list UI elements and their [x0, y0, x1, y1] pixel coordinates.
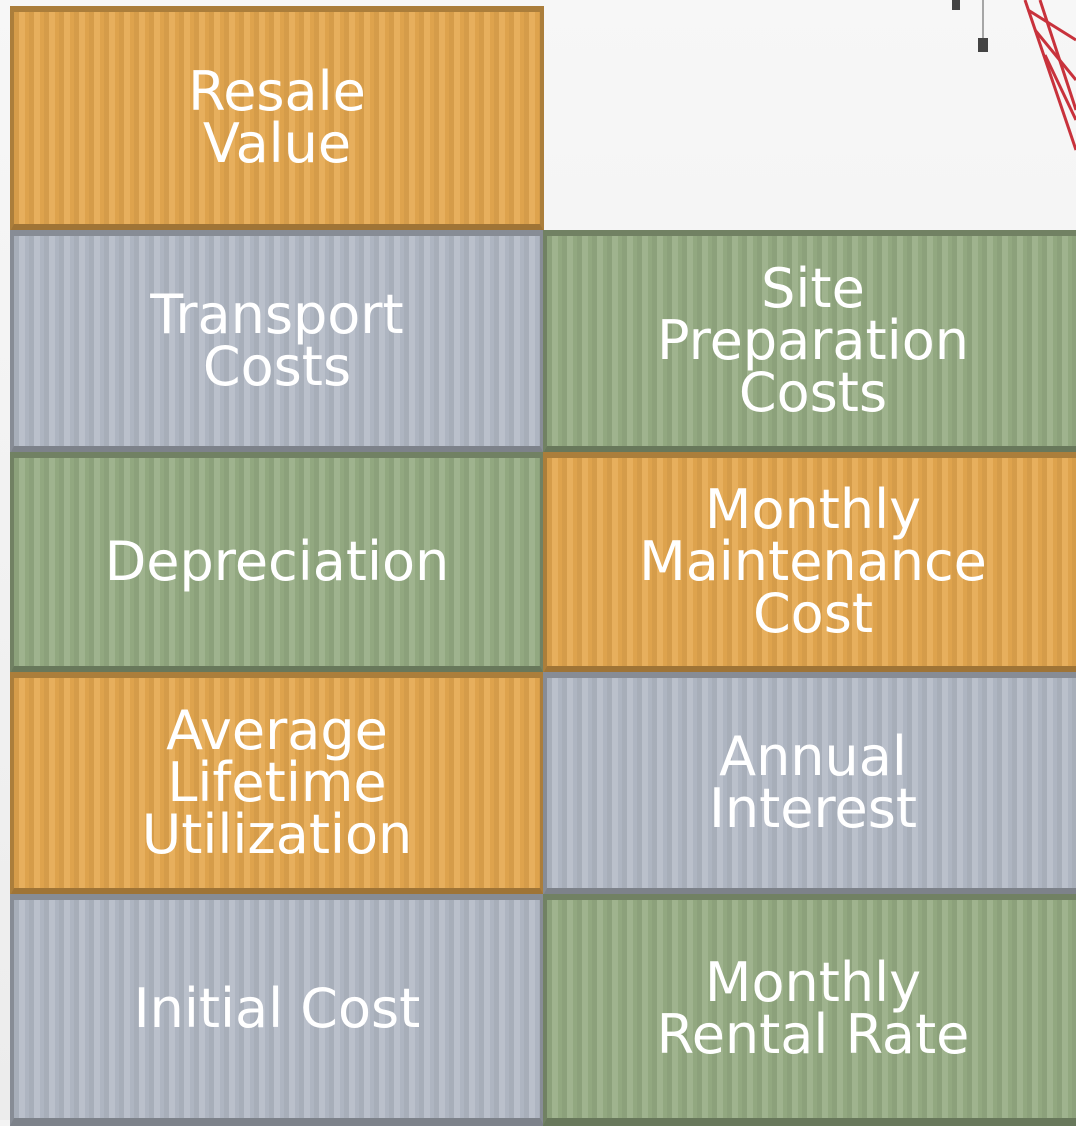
- container-label: Value: [203, 118, 351, 170]
- container-label: Site: [761, 263, 865, 315]
- container-label: Average: [166, 705, 388, 757]
- container-label: Costs: [739, 367, 887, 419]
- container: Initial Cost: [10, 894, 544, 1126]
- container-label: Monthly: [705, 957, 921, 1009]
- page: ResaleValue TransportCosts SitePreparati…: [0, 0, 1076, 1120]
- container-label: Cost: [753, 588, 873, 640]
- container-label: Initial Cost: [134, 983, 421, 1035]
- container-label: Preparation: [657, 315, 969, 367]
- container-label: Maintenance: [639, 536, 987, 588]
- container-label: Utilization: [142, 809, 413, 861]
- container-label: Transport: [150, 289, 403, 341]
- container-label: Depreciation: [105, 536, 450, 588]
- container-label: Monthly: [705, 484, 921, 536]
- container-label: Lifetime: [167, 757, 386, 809]
- container-label: Interest: [709, 783, 917, 835]
- crane: [940, 0, 1076, 160]
- container: Depreciation: [10, 452, 544, 674]
- container-label: Rental Rate: [657, 1009, 970, 1061]
- container-label: Costs: [203, 341, 351, 393]
- container-label: Resale: [188, 66, 366, 118]
- container-label: Annual: [719, 731, 907, 783]
